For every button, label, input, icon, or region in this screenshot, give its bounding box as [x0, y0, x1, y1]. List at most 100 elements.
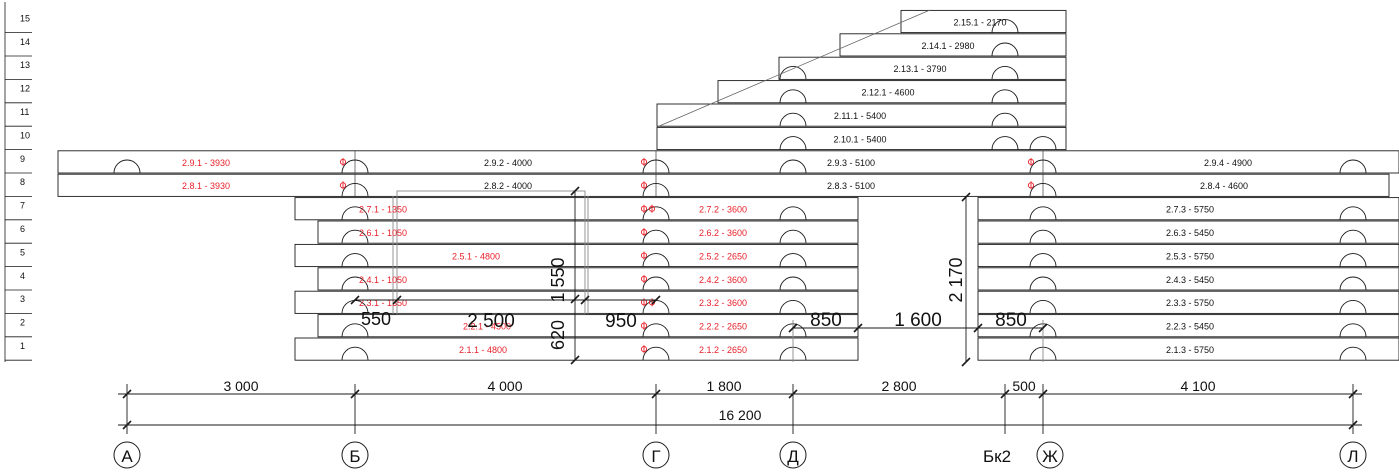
panel-label: 2.13.1 - 3790 [893, 64, 946, 74]
dim-2170-text: 2 170 [946, 257, 966, 302]
span-b-g-text: 4 000 [487, 378, 522, 394]
panel-label: 2.1.3 - 5750 [1166, 345, 1214, 355]
panel-arch [779, 159, 807, 174]
panel-label: 2.4.3 - 5450 [1166, 275, 1214, 285]
panel-rect [57, 150, 1399, 174]
panel-arch [1339, 299, 1367, 314]
row-number-label: 9 [20, 154, 25, 164]
axis-label: Б [349, 447, 360, 466]
panel-arch [779, 136, 807, 150]
panel-label: 2.4.1 - 1050 [359, 275, 407, 285]
dim-850-right-text: 850 [995, 310, 1027, 331]
dim-2500-text: 2 500 [467, 311, 515, 332]
panel-label: 2.5.3 - 5750 [1166, 251, 1214, 261]
panel-arch [991, 19, 1019, 33]
panel-label: 2.8.3 - 5100 [827, 181, 875, 191]
row-number-label: 8 [20, 177, 25, 187]
panel-label: 2.8.1 - 3930 [182, 181, 230, 191]
panel-label: 2.7.2 - 3600 [699, 205, 747, 215]
panel-arch [1029, 253, 1057, 267]
panel-rect [778, 56, 1067, 80]
axis-bubble-circle [341, 441, 369, 469]
panel-label: 2.4.2 - 3600 [699, 275, 747, 285]
panel-rect [977, 267, 1399, 291]
panel-rect [656, 126, 1067, 151]
row-number-label: 3 [20, 294, 25, 304]
dim-1550-text: 1 550 [548, 257, 568, 302]
span-g-d-text: 1 800 [706, 378, 741, 394]
dim-850-left-text: 850 [810, 310, 842, 331]
panel-arch [1029, 206, 1057, 220]
row-number-label: 13 [20, 60, 30, 70]
panel-rect [294, 290, 859, 314]
panel-arch [991, 65, 1019, 80]
panel-rect [900, 9, 1067, 34]
panel-arch [1339, 159, 1367, 174]
panel-arch [642, 253, 670, 267]
panel-rect [977, 337, 1399, 361]
dim-620-text: 620 [548, 320, 568, 350]
axis-label: Г [651, 447, 660, 466]
row-number-label: 14 [20, 37, 30, 47]
total-span-text: 16 200 [719, 407, 762, 423]
panel-arch [779, 65, 807, 80]
panel-arch [1339, 229, 1367, 244]
panel-rect [977, 197, 1399, 221]
panel-label: 2.1.1 - 4800 [459, 345, 507, 355]
row-number-label: 5 [20, 247, 25, 257]
panel-rect [294, 337, 859, 361]
panel-label: 2.10.1 - 5400 [833, 134, 886, 144]
panel-arch [779, 112, 807, 127]
panel-label: 2.9.1 - 3930 [182, 158, 230, 168]
panel-rect [294, 243, 859, 268]
opening-outline [392, 190, 589, 315]
panel-arch [1339, 276, 1367, 291]
panel-label: 2.11.1 - 5400 [834, 111, 886, 121]
panel-arch [642, 323, 670, 337]
panel-label: 2.1.2 - 2650 [699, 345, 747, 355]
panel-rect [317, 314, 859, 338]
bottom-dimension-ticks [122, 389, 1358, 430]
panel-arch [1339, 346, 1367, 361]
panel-label: 2.8.2 - 4000 [484, 181, 532, 191]
axis-label: Бк2 [983, 447, 1011, 466]
panel-label: 2.14.1 - 2980 [921, 41, 974, 51]
panel-arch [341, 253, 369, 267]
row-number-label: 4 [20, 271, 25, 281]
panel-label: 2.5.1 - 4800 [452, 251, 500, 261]
panel-label: 2.3.3 - 5750 [1166, 298, 1214, 308]
panel-label: 2.7.3 - 5750 [1166, 205, 1214, 215]
panel-arch [113, 159, 141, 174]
panel-arch [642, 229, 670, 244]
panel-arch [779, 206, 807, 220]
panel-arch [341, 229, 369, 244]
panel-label: 2.15.1 - 2170 [953, 17, 1006, 27]
panel-rect [839, 33, 1067, 57]
panel-arch [779, 276, 807, 291]
panel-label: 2.9.4 - 4900 [1204, 158, 1252, 168]
panel-arch [991, 136, 1019, 150]
inner-dimension-ticks [350, 186, 1048, 367]
panel-arch [341, 276, 369, 291]
panel-labels: 2.1.1 - 4800 2.1.3 - 5750 2.2.1 - 4500 2.2.… [182, 17, 1252, 355]
panel-label: 2.2.2 - 2650 [699, 322, 747, 332]
panel-label: 2.12.1 - 4600 [861, 88, 914, 98]
dim-550-text: 550 [361, 309, 391, 329]
stair-diagonal-line [656, 9, 931, 128]
panel-label: 2.3.2 - 3600 [699, 298, 747, 308]
panel-arch [642, 346, 670, 361]
axis-bubbles: А Б Г Д Бк2 Ж Л [113, 441, 1367, 469]
panel-arch [1029, 136, 1057, 150]
panel-arch [991, 112, 1019, 127]
panel-arch [779, 253, 807, 267]
panel-label: 2.2.1 - 4500 [463, 322, 511, 332]
row-number-label: 1 [20, 341, 25, 351]
panel-arch [779, 89, 807, 103]
axis-bubble-circle [1339, 441, 1367, 469]
panel-arch [779, 229, 807, 244]
panel-label: 2.5.2 - 2650 [699, 251, 747, 261]
panel-arch [991, 42, 1019, 57]
panel-rect [977, 314, 1399, 338]
axis-bubble-circle [642, 441, 670, 469]
